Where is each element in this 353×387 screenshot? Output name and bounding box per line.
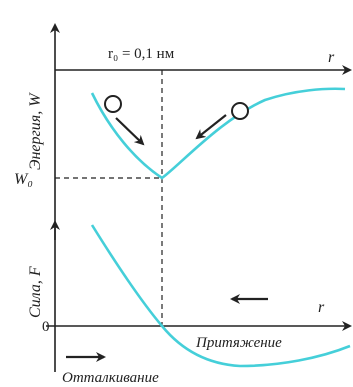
force-x-axis-label: r (318, 299, 325, 316)
right-ball (231, 102, 249, 120)
left-ball (104, 95, 122, 113)
energy-y-axis-label: Энергия, W (27, 92, 44, 170)
force-curve (90, 224, 351, 368)
left-ball-arrow (115, 117, 145, 146)
force-zero-label: 0 (42, 319, 50, 335)
energy-x-axis-label: r (328, 49, 335, 66)
force-y-axis-label: Сила, F (27, 266, 44, 318)
r0-label: r₀ = 0,1 нм (108, 46, 175, 62)
w0-label: W₀ (14, 171, 33, 188)
attraction-label: Притяжение (195, 335, 282, 351)
energy-chart: r Энергия, W r₀ = 0,1 нм W₀ (14, 23, 352, 330)
repulsion-label: Отталкивание (62, 370, 159, 386)
force-chart: r 0 Сила, F Притяжение Отталкивание (27, 220, 352, 386)
energy-curve (90, 87, 346, 180)
right-ball-arrow (195, 114, 227, 140)
